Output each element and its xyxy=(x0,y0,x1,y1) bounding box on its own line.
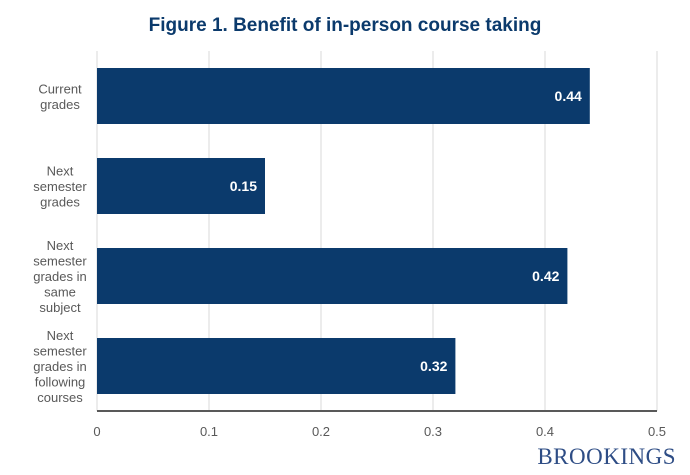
x-tick-label: 0.1 xyxy=(200,424,218,439)
data-label: 0.32 xyxy=(420,358,447,374)
y-category-label: Next semester grades in same subject xyxy=(33,238,87,315)
brookings-logo: BROOKINGS xyxy=(537,444,676,469)
x-tick-label: 0.2 xyxy=(312,424,330,439)
y-category-label: Next semester grades in following courses xyxy=(33,328,87,405)
x-tick-label: 0 xyxy=(93,424,100,439)
bar xyxy=(97,248,568,304)
y-category-label-line: semester xyxy=(33,344,87,359)
y-category-label-line: semester xyxy=(33,254,87,269)
data-label: 0.15 xyxy=(230,178,257,194)
y-category-label-line: courses xyxy=(37,390,83,405)
y-category-label-line: same xyxy=(44,285,76,300)
data-label: 0.44 xyxy=(555,88,582,104)
y-category-label-line: grades xyxy=(40,195,80,210)
bar xyxy=(97,68,590,124)
y-category-label-line: grades xyxy=(40,97,80,112)
y-category-label-line: semester xyxy=(33,179,87,194)
y-category-label-line: following xyxy=(35,375,86,390)
y-category-label-line: grades in xyxy=(33,269,86,284)
data-label: 0.42 xyxy=(532,268,559,284)
y-category-label-line: subject xyxy=(39,300,81,315)
x-tick-label: 0.3 xyxy=(424,424,442,439)
bar xyxy=(97,158,265,214)
x-tick-label: 0.4 xyxy=(536,424,554,439)
y-category-label: Current grades xyxy=(38,81,82,112)
y-category-label-line: Next xyxy=(47,238,74,253)
y-category-label: Next semester grades xyxy=(33,164,87,210)
x-tick-label: 0.5 xyxy=(648,424,666,439)
y-category-label-line: Next xyxy=(47,328,74,343)
y-category-label-line: grades in xyxy=(33,359,86,374)
bar xyxy=(97,338,456,394)
y-category-label-line: Current xyxy=(38,81,82,96)
y-category-label-line: Next xyxy=(47,164,74,179)
chart-title: Figure 1. Benefit of in-person course ta… xyxy=(148,15,542,36)
